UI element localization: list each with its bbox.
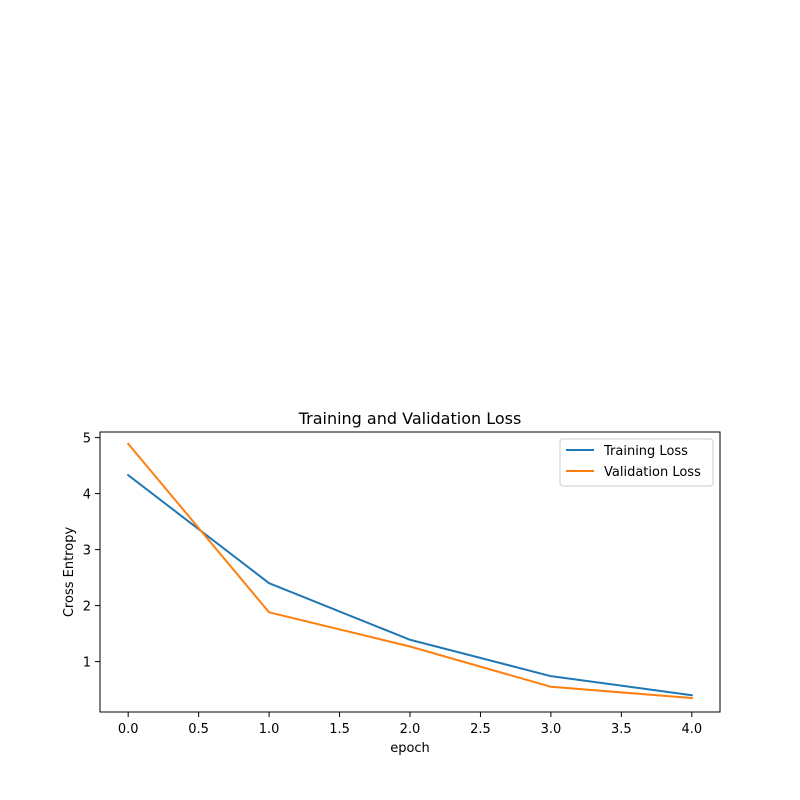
y-tick-label: 4	[83, 488, 91, 503]
legend-label-validation-loss: Validation Loss	[604, 465, 701, 480]
y-tick-label: 2	[83, 600, 91, 615]
y-axis: 1 2 3 4 5	[83, 432, 100, 671]
series-layer	[126, 442, 693, 700]
x-tick-label: 2.0	[400, 722, 421, 737]
legend: Training Loss Validation Loss	[559, 438, 714, 487]
y-tick-label: 5	[83, 432, 91, 447]
series-line-training-loss	[126, 473, 693, 697]
x-axis-label: epoch	[390, 741, 430, 756]
x-tick-label: 3.0	[541, 722, 562, 737]
x-tick-label: 2.5	[470, 722, 491, 737]
x-tick-label: 1.0	[259, 722, 280, 737]
series-line-validation-loss	[126, 442, 693, 700]
legend-box	[559, 438, 714, 487]
x-tick-label: 4.0	[681, 722, 702, 737]
legend-label-training-loss: Training Loss	[603, 444, 688, 459]
y-tick-label: 1	[83, 656, 91, 671]
x-tick-label: 0.5	[188, 722, 209, 737]
x-tick-label: 0.0	[118, 722, 139, 737]
x-tick-label: 1.5	[329, 722, 350, 737]
x-tick-label: 3.5	[611, 722, 632, 737]
x-axis: 0.0 0.5 1.0 1.5 2.0 2.5 3.0 3.5 4.0	[118, 712, 702, 737]
y-axis-label: Cross Entropy	[62, 527, 77, 618]
y-tick-label: 3	[83, 544, 91, 559]
chart-title: Training and Validation Loss	[298, 409, 522, 428]
